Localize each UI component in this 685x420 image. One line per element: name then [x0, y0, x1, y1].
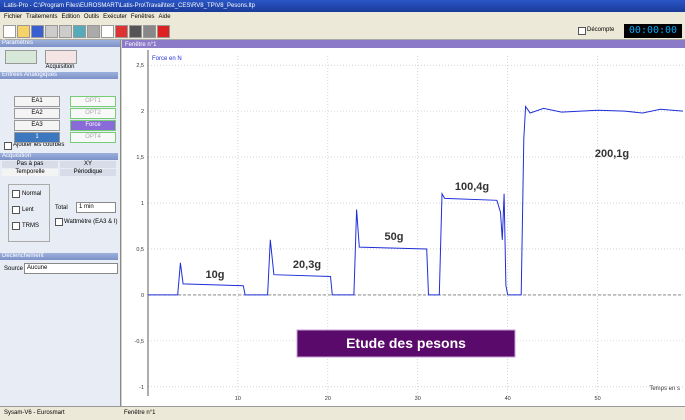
options-box	[8, 184, 50, 242]
option-label: Lent	[22, 207, 34, 213]
menu-item[interactable]: Fenêtres	[130, 14, 155, 20]
banner: Etude des pesons	[346, 335, 466, 351]
total-label: Total	[55, 205, 68, 211]
tab-icon[interactable]	[45, 50, 77, 64]
tab-label: Acquisition	[45, 64, 75, 70]
radio[interactable]	[12, 190, 20, 198]
tool-button[interactable]	[31, 25, 44, 38]
checkbox[interactable]	[578, 27, 586, 35]
mode-button[interactable]: Pas à pas	[2, 161, 58, 168]
checkbox[interactable]	[55, 218, 63, 226]
y-tick-label: 1,5	[136, 155, 144, 161]
section-title: Déclenchement	[0, 253, 118, 260]
timer: 00:00:00	[624, 24, 682, 38]
mode-button[interactable]: Temporelle	[2, 169, 58, 176]
x-tick-label: 30	[415, 396, 421, 402]
radio[interactable]	[12, 206, 20, 214]
y-tick-label: 2,5	[136, 63, 144, 69]
menu-item[interactable]: Aide	[158, 14, 171, 20]
tool-button[interactable]	[59, 25, 72, 38]
tool-button[interactable]	[17, 25, 30, 38]
total-input[interactable]: 1 min	[76, 202, 116, 213]
menu-item[interactable]: Fichier	[4, 14, 23, 20]
menu-item[interactable]: Outils	[83, 14, 100, 20]
tool-button[interactable]	[143, 25, 156, 38]
x-tick-label: 10	[235, 396, 241, 402]
title-bar: Latis-Pro - C:\Program Files\EUROSMART\L…	[0, 0, 685, 12]
input-button[interactable]: EA3	[14, 120, 60, 131]
tool-button[interactable]	[101, 25, 114, 38]
mode-button[interactable]: Périodique	[60, 169, 116, 176]
add-curves: Ajouter les courbes	[13, 142, 65, 148]
tool-button[interactable]	[3, 25, 16, 38]
annotation: 50g	[385, 231, 404, 243]
menu-item[interactable]: Edition	[61, 14, 80, 20]
tool-button[interactable]	[45, 25, 58, 38]
source-select[interactable]: Aucune	[24, 263, 118, 274]
input-button[interactable]: EA2	[14, 108, 60, 119]
x-axis-label: Temps en s	[649, 386, 680, 392]
status-text: Fenêtre n°1	[124, 410, 156, 416]
window-title: Latis-Pro - C:\Program Files\EUROSMART\L…	[4, 3, 255, 9]
wattmeter: Wattmètre (EA3 & I)	[64, 219, 118, 225]
section-title: Acquisition	[0, 153, 118, 160]
countdown-label: Décompte	[587, 27, 615, 33]
menu-item[interactable]: Exécuter	[103, 14, 127, 20]
window-title: Fenêtre n°1	[125, 42, 157, 48]
annotation: 20,3g	[293, 259, 321, 271]
x-tick-label: 20	[325, 396, 331, 402]
y-axis-label: Force en N	[152, 56, 182, 62]
y-tick-label: 0	[141, 293, 144, 299]
option-label: TRMS	[22, 223, 39, 229]
section-title: Entrées Analogiques	[0, 72, 118, 79]
left-panel: Paramètres Acquisition Entrées Analogiqu…	[0, 40, 121, 406]
chart-header	[122, 40, 685, 48]
tool-button[interactable]	[87, 25, 100, 38]
chart-window: Fenêtre n°1 Force en N Temps en s -1 -0,5…	[122, 40, 685, 406]
x-tick-label: 50	[595, 396, 601, 402]
input-button[interactable]: Force	[70, 120, 116, 131]
toolbar	[0, 22, 685, 40]
radio[interactable]	[12, 222, 20, 230]
input-button[interactable]: OPT4	[70, 132, 116, 143]
tool-button[interactable]	[115, 25, 128, 38]
x-tick-label: 40	[505, 396, 511, 402]
status-text: Sysam-V6 - Eurosmart	[4, 410, 65, 416]
source-label: Source	[4, 266, 24, 272]
input-button[interactable]: EA1	[14, 96, 60, 107]
panel-title: Paramètres	[0, 40, 120, 47]
signal-line	[148, 105, 684, 296]
annotation: 100,4g	[455, 181, 489, 193]
menu-item[interactable]: Traitements	[26, 14, 58, 20]
y-tick-label: -1	[139, 385, 144, 391]
input-button[interactable]: OPT1	[70, 96, 116, 107]
y-tick-label: -0,5	[135, 339, 144, 345]
option-label: Normal	[22, 191, 42, 197]
menu-bar: Fichier Traitements Edition Outils Exécuter F…	[0, 12, 685, 22]
tab-icon[interactable]	[5, 50, 37, 64]
input-button[interactable]: OPT2	[70, 108, 116, 119]
y-tick-label: 1	[141, 201, 144, 207]
input-button[interactable]: 1	[14, 132, 60, 143]
status-bar: Sysam-V6 - Eurosmart Fenêtre n°1	[0, 406, 685, 420]
tool-button[interactable]	[73, 25, 86, 38]
y-tick-label: 2	[141, 109, 144, 115]
checkbox[interactable]	[4, 142, 12, 150]
annotation: 10g	[206, 269, 225, 281]
tool-button[interactable]	[129, 25, 142, 38]
mode-button[interactable]: XY	[60, 161, 116, 168]
tool-button[interactable]	[157, 25, 170, 38]
banner-bg	[296, 329, 516, 358]
y-tick-label: 0,5	[136, 247, 144, 253]
annotation: 200,1g	[595, 148, 629, 160]
